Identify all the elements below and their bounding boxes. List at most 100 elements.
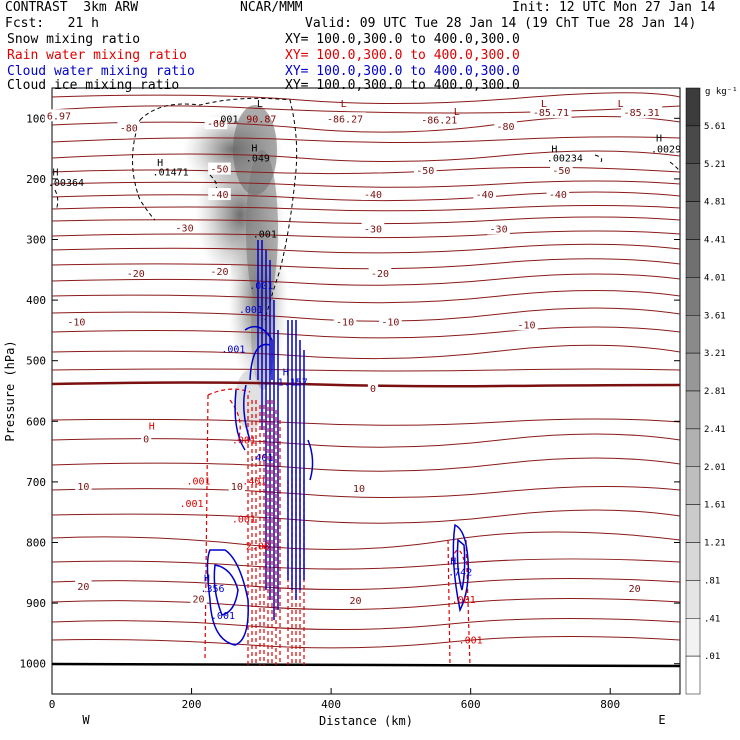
colorbar-label: 2.81 [704,387,726,397]
x-tick-label: 600 [461,698,481,711]
isotherm-label: 20 [629,584,641,595]
extrema-label: H [149,422,155,433]
y-tick-labels: 100 200 300 400 500 600 700 800 900 1000 [20,112,47,670]
colorbar-swatch [685,163,701,202]
x-west-label: W [82,713,90,727]
isotherm-label: -40 [549,190,567,201]
plot-frame [51,87,681,695]
y-tick-label: 600 [26,415,46,428]
colorbar-swatch [685,580,701,619]
extrema-label: .001 [221,345,245,356]
colorbar-swatch [685,201,701,240]
y-tick-label: 800 [26,537,46,550]
extrema-label: .356 [200,584,224,595]
extrema-label: .001 [239,305,263,316]
isotherm-label-bg [228,480,246,493]
isotherm-label-bg [550,163,573,176]
colorbar-swatch [685,542,701,581]
isotherm-label: 10 [231,482,243,493]
extrema-label: H [52,168,58,179]
colorbar-label: .01 [704,652,720,662]
x-tick-label: 0 [49,698,56,711]
isotherm-label-bg [117,121,141,134]
isotherm-label-bg [367,381,379,394]
isotherm-label-bg [361,222,385,235]
isotherm-label: -86.21 [421,116,457,127]
isotherm-label-bg [621,106,663,119]
isotherm-label: 20 [350,596,362,607]
extrema-label: .001 [186,477,210,488]
colorbar-swatch [685,239,701,278]
extrema-label: .0029 [651,145,681,156]
field-cloudwater-xy: XY= 100.0,300.0 to 400.0,300.0 [285,64,520,79]
chart-title-left: CONTRAST 3km ARW [5,0,139,15]
isotherm-label-bg [333,315,357,328]
extrema-label: .001 [459,635,483,646]
colorbar-label: 4.81 [704,198,726,208]
rain-contours [204,388,471,666]
snow-shading [183,105,288,430]
isotherm-label-bg [44,109,74,122]
colorbar-label: .81 [704,576,720,586]
colorbar-unit: g kg⁻¹ [705,87,738,97]
colorbar-swatch [685,428,701,467]
isotherm-label-bg [626,581,643,594]
colorbar-swatch [685,125,701,164]
isotherm-label: -20 [210,267,228,278]
cloud-ice-contours [54,97,680,321]
isotherm-label-bg [190,592,207,605]
colorbar-swatch [685,390,701,430]
isotherm-label-bg [173,221,196,234]
isotherm-label: -30 [176,223,194,234]
field-cloudwater-name: Cloud water mixing ratio [7,64,195,79]
isotherm-label-bg [515,318,538,331]
isotherm-label: 0 [143,434,149,445]
y-tick-label: 900 [26,597,46,610]
isotherm-label-bg [324,112,366,125]
cloud-water-contours [206,240,470,646]
field-rain-xy: XY= 100.0,300.0 to 400.0,300.0 [285,48,520,63]
extrema-label: H [551,145,557,156]
isotherm-label: 20 [193,594,205,605]
extrema-label: L [257,99,263,110]
x-tick-labels: 0 200 400 600 800 [49,698,620,711]
isotherm-label: -80 [120,123,138,134]
extrema-label: H [283,368,289,379]
isotherm-label: -85.31 [624,108,660,119]
extrema-label: 90.87 [246,114,276,125]
isotherm-label-bg [75,580,92,593]
isotherm-label: -60 [207,119,225,130]
field-cloudice-name: Cloud ice mixing ratio [7,78,180,93]
colorbar-label: 2.01 [704,463,726,473]
isotherm-label: -50 [416,166,434,177]
extrema-label: .401 [242,477,266,488]
extrema-label: .001 [232,435,256,446]
isotherm-label: -40 [364,190,382,201]
colorbar-swatch [685,315,701,354]
chart-title-center: NCAR/MMM [240,0,303,15]
extrema-label: .401 [249,453,273,464]
surface-line [52,662,680,668]
extrema-label: .001 [232,514,256,525]
isotherm-label: -40 [210,190,228,201]
colorbar-label: 5.61 [704,122,726,132]
x-east-label: E [658,713,665,727]
field-rain-name: Rain water mixing ratio [7,48,188,63]
extrema-label: .00364 [48,178,84,189]
isotherm-label: -10 [381,317,399,328]
isotherm-label-bg [350,481,368,494]
isotherm-label-bg [141,432,152,445]
colorbar-swatch [685,618,701,657]
colorbar-swatch [685,504,701,543]
isotherm-label: 20 [77,582,89,593]
isotherm-label: -20 [371,269,389,280]
isotherm-label-bg [65,315,88,328]
extrema-label: .001 [180,499,204,510]
isotherm-label-bg [546,188,570,201]
isotherm-label-bg [414,163,437,176]
extrema-label: L [341,99,347,110]
colorbar-label: 4.41 [704,236,726,246]
colorbar-swatch [685,352,701,392]
extrema-label: H [450,557,456,568]
isotherm-label-bg [124,266,148,279]
